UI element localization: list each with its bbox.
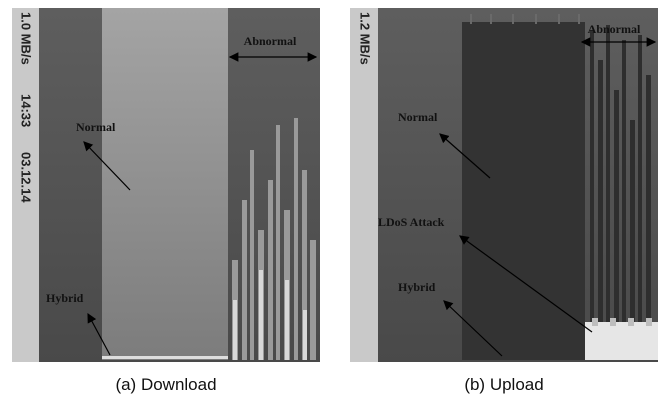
- annotation: Abnormal: [244, 34, 297, 48]
- caption: (b) Upload: [464, 375, 543, 394]
- traffic-block: [102, 8, 228, 360]
- annotation: Abnormal: [588, 22, 641, 36]
- annotation: Hybrid: [398, 280, 436, 294]
- time-label: 14:33: [19, 94, 34, 127]
- annotation: Normal: [76, 120, 116, 134]
- panel-upload: 1.2 MB/s Abnormal Normal LDoS Attack Hyb…: [350, 8, 658, 394]
- baseline: [102, 356, 228, 359]
- hybrid-band: [585, 322, 658, 360]
- annotation: Hybrid: [46, 291, 84, 305]
- caption: (a) Download: [115, 375, 216, 394]
- rate-label: 1.2 MB/s: [358, 12, 373, 65]
- annotation: LDoS Attack: [378, 215, 445, 229]
- date-label: 03.12.14: [19, 152, 34, 203]
- traffic-block: [462, 22, 585, 360]
- figure: 1.0 MB/s 14:33 03.12.14 Abnormal Normal …: [0, 0, 661, 399]
- rate-label: 1.0 MB/s: [19, 12, 34, 65]
- panel-download: 1.0 MB/s 14:33 03.12.14 Abnormal Normal …: [12, 8, 320, 394]
- annotation: Normal: [398, 110, 438, 124]
